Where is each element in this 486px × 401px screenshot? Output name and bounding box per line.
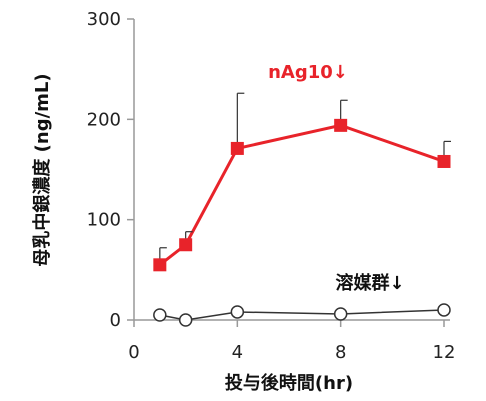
x-tick-label: 12 <box>433 342 456 363</box>
series-label-nag10: nAg10↓ <box>268 62 348 83</box>
series-line <box>159 309 445 321</box>
y-tick-labels: 0 100 200 300 <box>87 9 121 331</box>
x-tick-label: 4 <box>232 342 243 363</box>
data-point <box>230 141 244 155</box>
series-vehicle <box>153 303 451 327</box>
data-point <box>333 307 348 321</box>
series-nag10 <box>153 92 451 272</box>
x-tick-labels: 0 4 8 12 <box>128 342 455 363</box>
data-point <box>178 313 193 327</box>
data-point <box>179 238 193 252</box>
data-point <box>437 154 451 168</box>
y-tick-label: 300 <box>87 9 121 30</box>
x-tick-label: 8 <box>335 342 346 363</box>
data-point <box>230 305 245 319</box>
y-tick-label: 100 <box>87 210 121 231</box>
series-line <box>158 123 445 267</box>
y-tick-label: 0 <box>110 310 121 331</box>
y-tick-label: 200 <box>87 109 121 130</box>
x-axis-title: 投与後時間(hr) <box>225 372 353 394</box>
series-label-vehicle: 溶媒群↓ <box>335 272 404 294</box>
data-point <box>334 118 348 132</box>
series-layer <box>153 92 451 327</box>
y-axis-title: 母乳中銀濃度 (ng/mL) <box>31 73 53 266</box>
data-point <box>153 308 167 322</box>
data-point <box>153 258 167 272</box>
data-point <box>437 303 451 317</box>
x-tick-label: 0 <box>128 342 139 363</box>
